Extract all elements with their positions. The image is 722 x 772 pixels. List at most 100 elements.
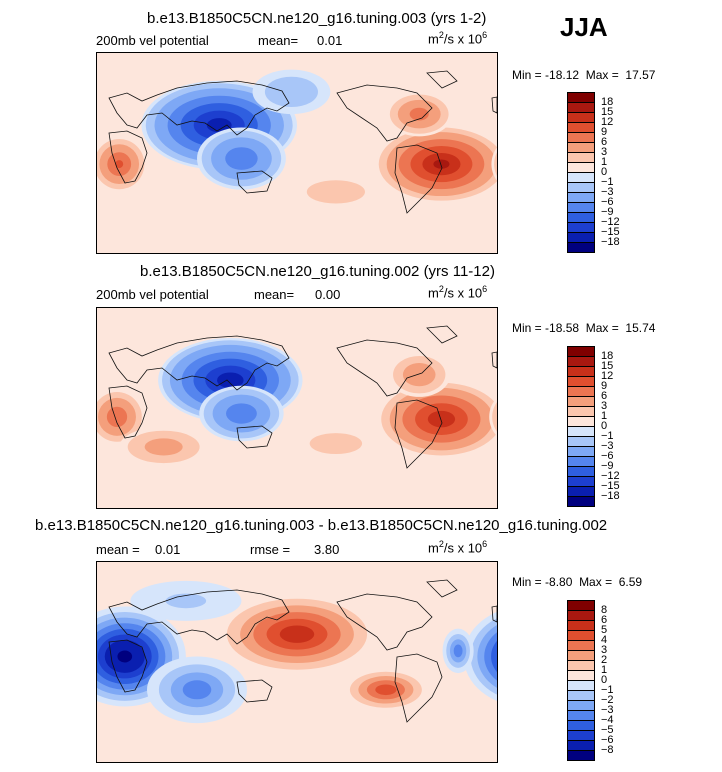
colorbar-tick-label: −5: [601, 724, 614, 736]
colorbar-tick-label: 18: [601, 96, 614, 108]
coastline: [491, 96, 497, 114]
colorbar-swatch: [567, 700, 595, 711]
colorbar-swatch: [567, 132, 595, 143]
panel-3-mean-label: mean =: [96, 542, 140, 557]
coastline: [426, 579, 458, 598]
panel-1-map: [96, 52, 498, 254]
coastline: [336, 339, 433, 397]
colorbar-swatch: [567, 396, 595, 407]
coastline: [108, 130, 148, 184]
coastline: [236, 170, 273, 194]
colorbar-swatch: [567, 202, 595, 213]
panel-3-rmse-label: rmse =: [250, 542, 291, 557]
coastline: [426, 325, 458, 344]
panel-3-contour-plot: [97, 562, 497, 762]
coastline: [236, 425, 273, 449]
colorbar-swatch: [567, 680, 595, 691]
colorbar-swatch: [567, 112, 595, 123]
colorbar-tick-label: −2: [601, 694, 614, 706]
contour-band: [115, 160, 124, 169]
colorbar-swatch: [567, 466, 595, 477]
colorbar-swatch: [567, 122, 595, 133]
colorbar-swatch: [567, 690, 595, 701]
contour-band: [484, 632, 497, 681]
colorbar-tick-label: −3: [601, 186, 614, 198]
coastline: [108, 335, 290, 391]
colorbar-tick-label: 3: [601, 400, 608, 412]
colorbar-tick-label: 3: [601, 644, 608, 656]
colorbar-tick-label: 15: [601, 360, 614, 372]
colorbar-tick-label: −12: [601, 216, 620, 228]
colorbar-swatch: [567, 650, 595, 661]
colorbar-tick-label: −15: [601, 226, 620, 238]
contour-band: [144, 438, 183, 456]
colorbar-tick-label: −18: [601, 490, 620, 502]
panel-2-title: b.e13.B1850C5CN.ne120_g16.tuning.002 (yr…: [140, 263, 495, 280]
coastline: [108, 589, 290, 645]
contour-band: [492, 402, 497, 432]
coastline: [336, 84, 433, 142]
coastline: [426, 70, 458, 89]
colorbar-swatch: [567, 620, 595, 631]
panel-2-variable-label: 200mb vel potential: [96, 287, 209, 302]
colorbar-swatch: [567, 710, 595, 721]
colorbar-swatch: [567, 192, 595, 203]
coastline: [491, 605, 497, 623]
panel-3-mean-value: 0.01: [155, 542, 181, 557]
colorbar-swatch: [567, 730, 595, 741]
colorbar-swatch: [567, 92, 595, 103]
panel-2-units: m2/s x 106: [428, 284, 488, 301]
contour-band: [491, 640, 497, 673]
colorbar-swatch: [567, 222, 595, 233]
panel-1-mean-label: mean=: [258, 33, 299, 48]
colorbar-tick-label: 0: [601, 420, 608, 432]
colorbar-swatch: [567, 476, 595, 487]
colorbar-tick-label: 0: [601, 674, 608, 686]
coastline: [491, 351, 497, 369]
contour-band: [402, 363, 436, 387]
colorbar-swatch: [567, 376, 595, 387]
contour-band: [117, 650, 133, 663]
colorbar-swatch: [567, 152, 595, 163]
colorbar-swatch: [567, 436, 595, 447]
colorbar-tick-label: −12: [601, 470, 620, 482]
colorbar-tick-label: −6: [601, 196, 614, 208]
colorbar-swatch: [567, 610, 595, 621]
colorbar-tick-label: −6: [601, 734, 614, 746]
contour-band: [427, 410, 456, 428]
colorbar-swatch: [567, 232, 595, 243]
colorbar-tick-label: 9: [601, 380, 608, 392]
contour-band: [409, 107, 429, 121]
colorbar-tick-label: 2: [601, 654, 608, 666]
colorbar-swatch: [567, 182, 595, 193]
colorbar-swatch: [567, 406, 595, 417]
panel-2-map: [96, 307, 498, 509]
panel-2-min-max: Min = -18.58 Max = 15.74: [512, 321, 656, 335]
contour-band: [279, 625, 315, 643]
panel-3-units: m2/s x 106: [428, 539, 488, 556]
colorbar-tick-label: −1: [601, 684, 614, 696]
panel-2-contour-plot: [97, 308, 497, 508]
colorbar-tick-label: 15: [601, 106, 614, 118]
coastline: [108, 80, 290, 136]
colorbar-tick-label: 6: [601, 136, 608, 148]
colorbar-swatch: [567, 740, 595, 751]
colorbar-swatch: [567, 670, 595, 681]
contour-band: [225, 147, 258, 170]
colorbar-swatch: [567, 750, 595, 761]
colorbar-tick-label: 5: [601, 624, 608, 636]
colorbar-swatch: [567, 456, 595, 467]
coastline: [394, 653, 443, 723]
colorbar-swatch: [567, 242, 595, 253]
coastline: [236, 679, 273, 703]
colorbar-swatch: [567, 496, 595, 507]
colorbar-tick-label: 6: [601, 390, 608, 402]
contour-band: [306, 180, 365, 204]
panel-1-min-max: Min = -18.12 Max = 17.57: [512, 68, 656, 82]
panel-2-colorbar: 18 15 12 9 6 3 1 0 −1 −3 −6 −9 −12 −15 −18: [567, 346, 637, 507]
contour-band: [264, 76, 318, 108]
panel-1-colorbar: 18 15 12 9 6 3 1 0 −1 −3 −6 −9 −12 −15 −18: [567, 92, 637, 253]
panel-3-min-max: Min = -8.80 Max = 6.59: [512, 575, 643, 589]
colorbar-swatch: [567, 426, 595, 437]
contour-band: [226, 403, 257, 424]
